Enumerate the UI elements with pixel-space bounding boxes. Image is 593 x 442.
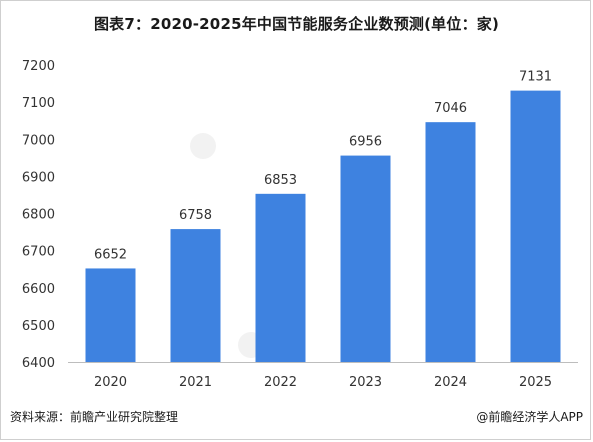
data-label: 6758: [179, 208, 212, 223]
y-tick-label: 6600: [22, 282, 55, 297]
x-tick-label: 2020: [94, 375, 127, 390]
credit-note: @前瞻经济学人APP: [476, 410, 583, 424]
bar: [510, 90, 561, 363]
bar: [170, 229, 221, 362]
chart-title: 图表7：2020-2025年中国节能服务企业数预测(单位：家): [93, 15, 500, 33]
watermark-logo-icon: [190, 133, 216, 159]
x-tick-label: 2023: [349, 375, 382, 390]
data-label: 7131: [519, 70, 552, 85]
y-tick-label: 7200: [22, 59, 55, 74]
data-label: 7046: [434, 101, 467, 116]
data-label: 6853: [264, 173, 297, 188]
source-note: 资料来源：前瞻产业研究院整理: [10, 410, 179, 424]
bar: [425, 122, 476, 362]
x-tick-label: 2025: [519, 375, 552, 390]
y-tick-label: 6900: [22, 170, 55, 185]
x-tick-label: 2022: [264, 375, 297, 390]
y-tick-label: 6800: [22, 208, 55, 223]
data-label: 6956: [349, 135, 382, 150]
y-tick-label: 6700: [22, 245, 55, 260]
data-label: 6652: [94, 247, 127, 262]
bar: [85, 268, 136, 362]
bar: [340, 155, 391, 362]
x-tick-label: 2021: [179, 375, 212, 390]
x-tick-label: 2024: [434, 375, 467, 390]
y-tick-label: 6400: [22, 356, 55, 371]
y-tick-label: 7000: [22, 133, 55, 148]
y-tick-label: 6500: [22, 319, 55, 334]
bar: [255, 193, 306, 362]
y-tick-label: 7100: [22, 96, 55, 111]
